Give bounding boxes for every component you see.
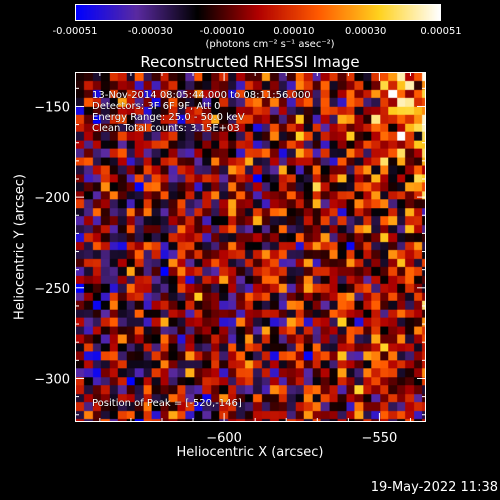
annotation-time-range: 13-Nov-2014 08:05:44.000 to 08:11:56.000 [92,90,311,101]
colorbar-tick-label: -0.00010 [199,26,245,37]
annotation-total-counts: Clean Total counts: 3.15E+03 [92,123,240,134]
colorbar-tick-label: -0.00030 [127,26,173,37]
chart-title: Reconstructed RHESSI Image [140,53,360,71]
annotation-peak-position: Position of Peak = [-520,-146] [92,398,242,409]
y-axis-label: Heliocentric Y (arcsec) [12,174,28,320]
colorbar [75,4,441,21]
annotation-energy-range: Energy Range: 25.0 - 50.0 keV [92,112,245,123]
colorbar-tick-label: 0.00051 [420,26,462,37]
y-tick-label: −150 [34,100,70,115]
y-tick-label: −250 [34,282,70,297]
y-tick-label: −200 [34,191,70,206]
x-tick-label: −550 [362,431,398,446]
timestamp-footer: 19-May-2022 11:38 [370,480,498,495]
x-tick-label: −600 [206,431,242,446]
colorbar-tick-label: -0.00051 [52,26,98,37]
heatmap-image [76,73,425,421]
y-tick-label: −300 [34,372,70,387]
x-axis-label: Heliocentric X (arcsec) [176,445,324,460]
annotation-detectors: Detectors: 3F 6F 9F, Att 0 [92,101,221,112]
plot-area: 13-Nov-2014 08:05:44.000 to 08:11:56.000… [75,72,426,422]
colorbar-tick-label: 0.00010 [273,26,315,37]
colorbar-units-label: (photons cm⁻² s⁻¹ asec⁻²) [205,39,335,50]
colorbar-tick-label: 0.00030 [344,26,387,37]
